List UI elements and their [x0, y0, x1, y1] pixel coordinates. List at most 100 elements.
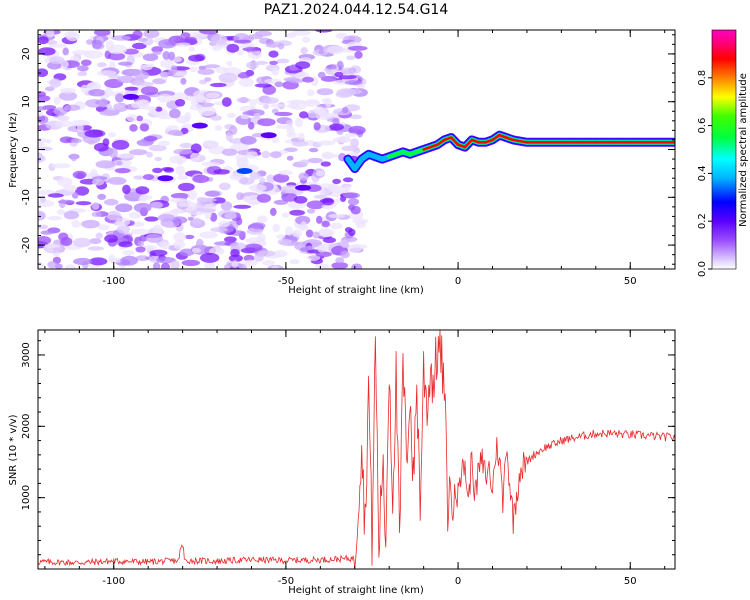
- noise-blob: [192, 217, 201, 225]
- noise-blob: [344, 227, 353, 233]
- noise-blob: [54, 263, 63, 269]
- noise-blob: [255, 60, 268, 65]
- noise-blob: [118, 61, 133, 66]
- noise-blob: [107, 176, 127, 185]
- noise-blob: [142, 174, 155, 180]
- noise-blob: [137, 240, 145, 247]
- noise-blob: [188, 46, 195, 52]
- y-tick-label: 2000: [21, 414, 32, 439]
- noise-blob: [75, 201, 92, 206]
- noise-blob: [306, 200, 326, 210]
- y-tick-label: 0: [21, 146, 32, 152]
- noise-blob-strong: [157, 175, 174, 182]
- noise-blob: [49, 78, 62, 88]
- noise-blob: [299, 159, 309, 165]
- noise-blob: [189, 66, 198, 73]
- noise-blob: [152, 78, 167, 85]
- noise-blob: [347, 244, 363, 253]
- noise-blob: [143, 135, 158, 142]
- noise-blob: [177, 175, 188, 180]
- noise-blob: [277, 238, 292, 246]
- noise-blob: [160, 59, 174, 68]
- noise-blob: [64, 104, 81, 111]
- noise-blob: [261, 150, 271, 159]
- signal-track-segment: [449, 136, 460, 146]
- noise-blob: [249, 98, 257, 109]
- noise-blob: [159, 71, 170, 78]
- colorbar-tick-label: 0.6: [697, 118, 708, 134]
- noise-blob: [274, 111, 293, 117]
- noise-blob: [327, 185, 341, 192]
- noise-blob: [153, 262, 161, 269]
- colorbar-tick-label: 0.8: [697, 70, 708, 86]
- noise-blob: [238, 77, 254, 87]
- x-tick-label: -100: [102, 276, 125, 287]
- noise-blob: [53, 107, 68, 116]
- noise-blob: [328, 213, 346, 219]
- noise-blob: [218, 182, 231, 191]
- noise-blob-strong: [191, 122, 208, 129]
- noise-blob: [63, 184, 78, 192]
- noise-blob: [175, 165, 185, 176]
- noise-blob: [204, 261, 216, 269]
- noise-blob: [257, 233, 266, 242]
- noise-blob: [272, 136, 280, 144]
- noise-blob: [156, 256, 176, 264]
- noise-blob: [115, 93, 125, 103]
- noise-blob: [84, 129, 104, 138]
- noise-blob: [63, 210, 80, 220]
- noise-blob: [178, 182, 195, 192]
- noise-blob-strong: [295, 184, 312, 191]
- noise-blob: [177, 202, 191, 208]
- noise-blob: [116, 161, 123, 166]
- noise-blob: [233, 204, 252, 209]
- noise-blob: [87, 246, 105, 251]
- noise-blob: [173, 71, 187, 76]
- noise-blob: [140, 64, 153, 71]
- bottom-x-ticks: -100 -50 0 50: [44, 330, 666, 587]
- noise-blob: [70, 119, 91, 126]
- noise-blob: [220, 201, 233, 211]
- noise-blob: [187, 189, 198, 200]
- noise-blob: [157, 93, 173, 103]
- signal-track: [343, 130, 675, 174]
- noise-blob: [56, 209, 66, 216]
- noise-blob: [96, 62, 107, 68]
- noise-blob: [316, 215, 323, 224]
- noise-blob: [348, 125, 366, 135]
- noise-blobs: [38, 30, 369, 269]
- noise-blob: [315, 30, 333, 33]
- noise-blob: [175, 99, 186, 107]
- noise-blob: [208, 145, 227, 155]
- noise-blob: [254, 83, 272, 88]
- noise-blob: [163, 167, 175, 173]
- top-x-ticks: -100 -50 0 50: [44, 30, 666, 287]
- noise-blob: [271, 67, 280, 76]
- colorbar-tick-label: 0.4: [697, 165, 708, 181]
- noise-blob: [313, 194, 328, 199]
- noise-blob: [38, 224, 49, 230]
- noise-blob: [248, 121, 255, 130]
- noise-blob: [200, 252, 220, 263]
- noise-blob: [224, 212, 237, 220]
- noise-blob: [337, 135, 351, 143]
- noise-blob: [77, 71, 87, 77]
- noise-blob: [81, 219, 100, 229]
- noise-blob: [95, 160, 116, 169]
- x-tick-label: 0: [455, 576, 461, 587]
- noise-blob-strong: [260, 132, 277, 139]
- y-tick-label: 20: [21, 48, 32, 61]
- chart-title: PAZ1.2024.044.12.54.G14: [263, 2, 449, 18]
- noise-blob: [86, 82, 98, 90]
- noise-blob: [191, 247, 201, 254]
- noise-blob: [169, 197, 188, 203]
- top-x-axis-label: Height of straight line (km): [288, 285, 424, 296]
- noise-blob: [249, 171, 261, 180]
- noise-blob: [243, 259, 258, 267]
- noise-blob: [205, 92, 220, 99]
- noise-blob: [226, 43, 240, 53]
- noise-blob: [297, 133, 305, 141]
- noise-blob: [300, 221, 307, 230]
- noise-blob: [322, 237, 336, 244]
- noise-blob: [57, 199, 75, 204]
